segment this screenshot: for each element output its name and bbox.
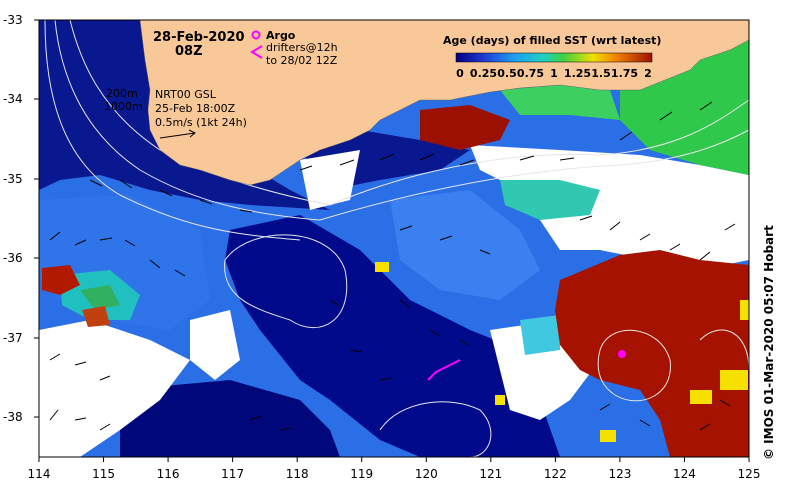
contour-eddy-3 (379, 401, 492, 457)
sst-region-blue-1 (390, 190, 540, 300)
product-time-label: 25-Feb 18:00Z (155, 102, 236, 115)
vector-scale-label: 0.5m/s (1kt 24h) (155, 116, 247, 129)
current-vectors (49, 101, 736, 431)
contour-deep-1 (44, 20, 301, 241)
lon-label: 117 (221, 467, 244, 481)
contour-eddy-4 (699, 329, 749, 371)
contour-200m (69, 20, 749, 206)
argo-legend-icon (251, 30, 261, 40)
colorbar-tick-label: 1.5 (591, 67, 611, 80)
sst-region-teal-nc (500, 180, 600, 220)
map-hour: 08Z (175, 44, 203, 59)
lon-label: 121 (479, 467, 502, 481)
colorbar-ticks: 0 0.25 0.5 0.75 1 1.25 1.5 1.75 2 (456, 67, 652, 80)
lon-label: 116 (157, 467, 180, 481)
longitude-axis: 114 115 116 117 118 119 120 121 122 123 124 125 (28, 457, 761, 481)
lat-label: -37 (3, 331, 23, 345)
colorbar-tick-label: 2 (644, 67, 652, 80)
drifter-tracks (427, 359, 461, 381)
contour-1000m (54, 20, 749, 221)
lon-label: 124 (673, 467, 696, 481)
vector-scale-arrow (159, 129, 196, 139)
lat-label: -36 (3, 251, 23, 265)
nodata-pocket-1 (300, 150, 360, 210)
nodata-pocket-2 (190, 310, 240, 380)
sst-region-navy-south (120, 380, 340, 457)
sst-region-green-west (80, 285, 120, 310)
lon-label: 114 (28, 467, 51, 481)
colorbar-tick-label: 0 (456, 67, 464, 80)
map-date: 28-Feb-2020 (153, 30, 245, 45)
imos-credit: © IMOS 01-Mar-2020 05:07 Hobart (762, 225, 776, 460)
sst-region-cyan-se (520, 315, 560, 355)
sst-region-red-east (555, 250, 749, 457)
lat-label: -38 (3, 410, 23, 424)
lon-label: 122 (544, 467, 567, 481)
sst-region-green-n (500, 85, 620, 120)
sst-region-yellow-specks (375, 262, 749, 442)
map-frame (38, 19, 750, 458)
sst-region-navy-central (225, 215, 560, 457)
lon-label: 119 (350, 467, 373, 481)
colorbar-title: Age (days) of filled SST (wrt latest) (443, 34, 661, 47)
argo-float-marker (618, 350, 626, 358)
colorbar-tick-label: 1.25 (564, 67, 591, 80)
sst-region-red-west (42, 265, 80, 295)
colorbar-tick-label: 1.75 (611, 67, 638, 80)
lon-label: 118 (286, 467, 309, 481)
lat-label: -34 (3, 92, 23, 106)
colorbar-tick-label: 1 (550, 67, 558, 80)
lat-label: -33 (3, 13, 23, 27)
contour-eddy-2 (597, 329, 671, 402)
nodata-west (39, 320, 190, 457)
depth-label-200m: 200m (106, 87, 138, 100)
colorbar-tick-label: 0.5 (497, 67, 517, 80)
lon-label: 115 (92, 467, 115, 481)
colorbar (455, 52, 653, 63)
drifters-legend-line1: drifters@12h (266, 41, 338, 54)
argo-legend-label: Argo (266, 29, 296, 42)
drifter-legend-icon (250, 45, 263, 59)
contour-eddy-1 (224, 234, 348, 329)
depth-label-1000m: 1000m (104, 100, 143, 113)
product-label: NRT00 GSL (155, 88, 217, 101)
sst-region-red-north (420, 105, 510, 150)
sst-region-red-west-2 (82, 306, 110, 327)
nodata-north-central (470, 145, 749, 270)
latitude-axis: -33 -34 -35 -36 -37 -38 (3, 13, 39, 424)
lon-label: 120 (415, 467, 438, 481)
lat-label: -35 (3, 172, 23, 186)
bathymetry-contours (44, 20, 749, 457)
colorbar-tick-label: 0.75 (517, 67, 544, 80)
colorbar-tick-label: 0.25 (470, 67, 497, 80)
lon-label: 125 (738, 467, 761, 481)
lon-label: 123 (608, 467, 631, 481)
drifters-legend-line2: to 28/02 12Z (266, 54, 338, 67)
